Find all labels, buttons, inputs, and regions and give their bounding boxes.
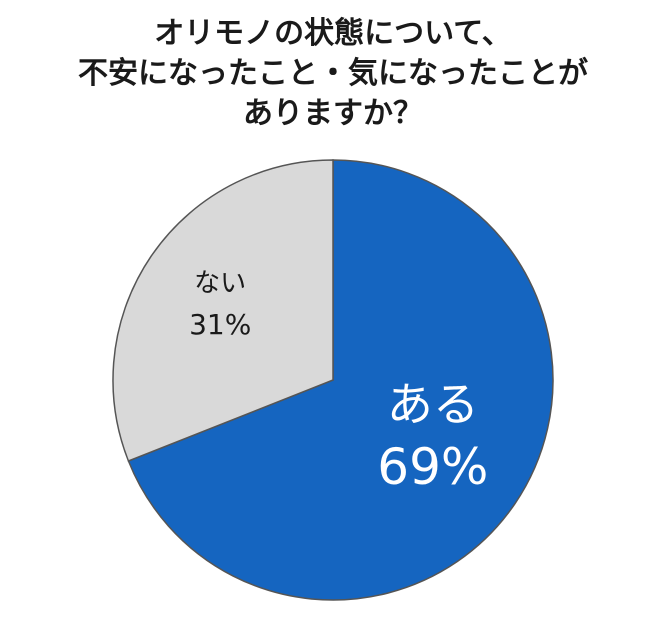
pie-slice-nai xyxy=(112,159,334,462)
slice-value-aru: 69% xyxy=(377,438,488,496)
pie-slice-aru xyxy=(127,159,554,601)
slice-label-nai: ない xyxy=(194,268,246,298)
chart-title-line-1: オリモノの状態について、 xyxy=(154,16,512,51)
pie-labels: ある 69% ない 31% xyxy=(189,268,488,496)
chart-title-line-2: 不安になったこと・気になったことが xyxy=(78,56,588,91)
slice-label-aru: ある xyxy=(387,378,479,432)
chart-title-line-3: ありますか？ xyxy=(243,96,423,131)
chart-title: オリモノの状態について、 不安になったこと・気になったことが ありますか？ xyxy=(0,14,666,134)
slice-value-nai: 31% xyxy=(189,308,251,341)
pie-slices xyxy=(112,159,554,601)
